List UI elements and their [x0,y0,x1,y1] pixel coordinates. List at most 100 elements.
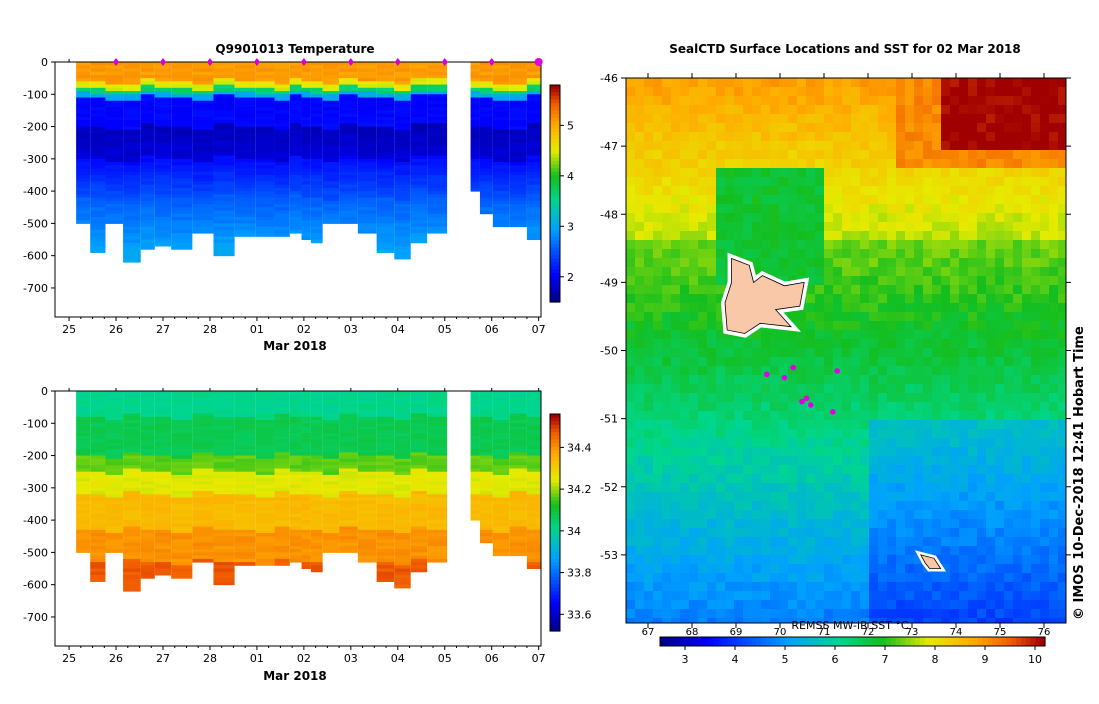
salinity-profile-cell [493,439,509,443]
temperature-profile-cell [509,107,527,111]
temperature-profile-cell [323,127,339,131]
salinity-profile-cell [411,443,427,447]
temperature-profile-cell [105,136,123,140]
sst-cell [626,177,635,186]
sst-cell [752,105,761,114]
sst-cell [914,141,923,150]
salinity-profile-cell [339,475,358,479]
temperature-profile-cell [427,217,447,221]
temperature-profile-cell [171,204,192,208]
sst-cell [977,312,986,321]
temperature-profile-cell [141,72,155,76]
salinity-profile-cell [171,559,192,563]
salinity-profile-cell [105,504,123,508]
temperature-profile-cell [155,152,171,156]
salinity-profile-cell [290,498,302,502]
temperature-profile-cell [480,201,493,205]
salinity-profile-cell [427,427,447,431]
sst-cell [725,114,734,123]
sst-cell [1022,321,1031,330]
temperature-profile-cell [377,114,395,118]
sst-cell [860,132,869,141]
sst-cell [1013,105,1022,114]
sst-cell [653,393,662,402]
salinity-profile-cell [171,462,192,466]
salinity-profile-cell [509,475,527,479]
salinity-profile-cell [339,530,358,534]
sst-cell [968,168,977,177]
temperature-profile-cell [290,65,302,69]
temperature-profile-cell [290,101,302,105]
salinity-profile-cell [123,443,141,447]
temperature-profile-cell [192,139,213,143]
temperature-profile-cell [427,139,447,143]
sst-cell [851,150,860,159]
salinity-profile-cell [235,404,256,408]
salinity-profile-cell [213,501,234,505]
temperature-profile-cell [302,149,311,153]
sst-cell [1049,276,1058,285]
sst-cell [860,150,869,159]
sst-cell [950,348,959,357]
temperature-profile-cell [256,88,275,92]
salinity-colorbar-cell [550,562,560,566]
salinity-profile-cell [527,556,541,560]
salinity-profile-cell [339,488,358,492]
temperature-profile-cell [411,191,427,195]
salinity-profile-cell [275,533,290,537]
salinity-profile-cell [256,417,275,421]
sst-cell [851,258,860,267]
salinity-profile-cell [235,439,256,443]
temperature-profile-cell [323,191,339,195]
salinity-y-tick-label: -100 [23,417,48,430]
temperature-profile-cell [76,127,90,131]
sst-cell [743,339,752,348]
salinity-profile-cell [105,530,123,534]
sst-cell [851,348,860,357]
temperature-profile-cell [358,152,377,156]
salinity-profile-cell [290,485,302,489]
temperature-profile-cell [394,227,410,231]
salinity-profile-cell [171,417,192,421]
temperature-profile-cell [213,156,234,160]
salinity-profile-cell [323,420,339,424]
temperature-profile-cell [411,156,427,160]
sst-cell [770,204,779,213]
sst-cell [833,213,842,222]
sst-cell [923,375,932,384]
sst-cell [653,276,662,285]
salinity-profile-cell [123,475,141,479]
temperature-colorbar-cell [550,92,560,96]
sst-cell [932,357,941,366]
salinity-profile-cell [290,465,302,469]
sst-cell [869,249,878,258]
sst-cell [671,357,680,366]
temperature-profile-cell [76,117,90,121]
temperature-colorbar-cell [550,241,560,245]
sst-cell [923,366,932,375]
temperature-profile-cell [290,88,302,92]
sst-cell [860,276,869,285]
sst-cell [860,204,869,213]
sst-cell [725,186,734,195]
salinity-profile-cell [527,456,541,460]
salinity-profile-cell [76,485,90,489]
salinity-profile-cell [480,507,493,511]
sst-cell [1022,285,1031,294]
sst-cell [653,366,662,375]
sst-cell [1004,348,1013,357]
salinity-profile-cell [339,536,358,540]
temperature-profile-cell [358,85,377,89]
sst-cell [671,366,680,375]
sst-cell [734,231,743,240]
temperature-profile-cell [90,91,105,95]
temperature-profile-cell [171,152,192,156]
sst-cell [842,267,851,276]
salinity-profile-cell [256,559,275,563]
sst-cell [743,123,752,132]
temperature-profile-cell [339,72,358,76]
sst-cell [752,231,761,240]
salinity-profile-cell [105,462,123,466]
temperature-colorbar-cell [550,114,560,118]
temperature-profile-cell [90,204,105,208]
